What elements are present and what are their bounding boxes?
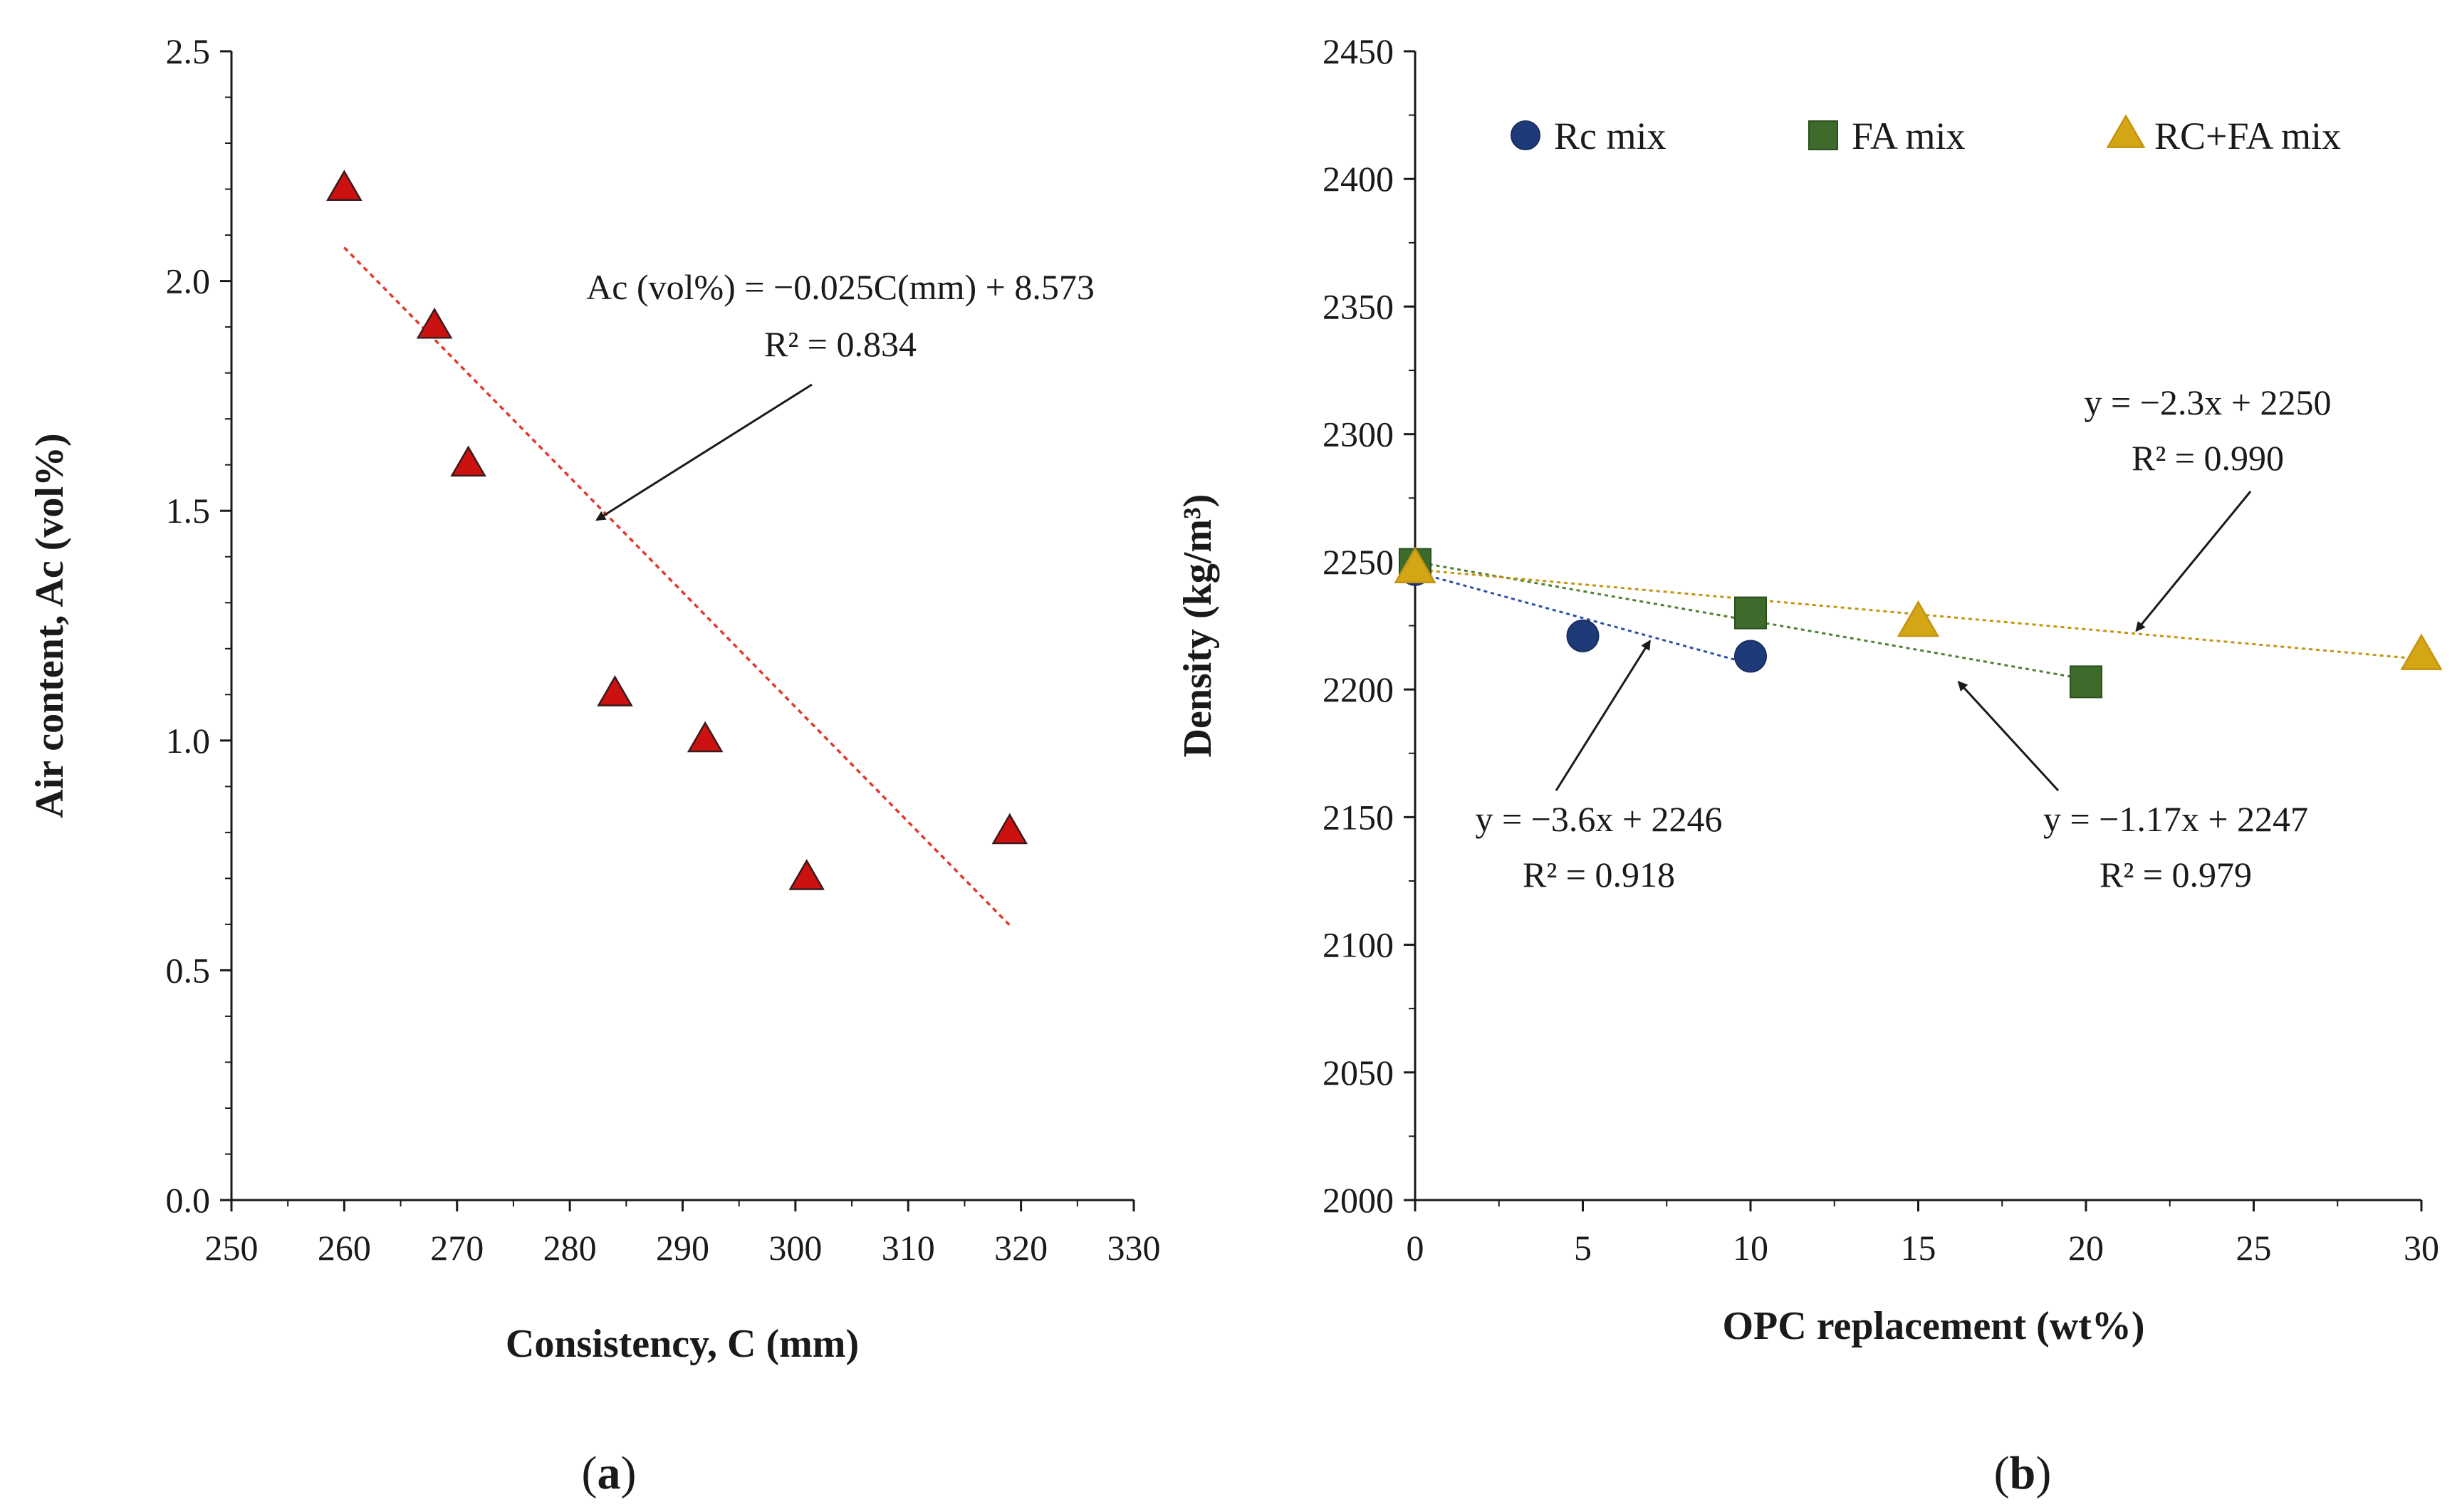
a-x-tick-label: 290	[656, 1228, 709, 1268]
b-y-tick-label: 2450	[1323, 31, 1394, 71]
b-y-tick-label: 2300	[1323, 415, 1394, 454]
a-y-tick-label: 2.0	[166, 261, 211, 301]
panel-a-trend-r2: R² = 0.834	[764, 324, 917, 364]
b-y-tick-label: 2000	[1323, 1180, 1394, 1220]
panel-a-point	[687, 721, 724, 753]
a-x-tick-label: 330	[1107, 1228, 1161, 1268]
legend-marker-rc-mix	[1511, 120, 1540, 150]
b-y-tick-label: 2250	[1323, 542, 1394, 582]
panel-b-rc-r2: R² = 0.918	[1523, 855, 1675, 895]
panel-a-air-content-chart: 0.0 0.5 1.0 1.5 2.0 2.5 250 260 270 280 290 300 310 3…	[28, 31, 1161, 1499]
panel-b-rcfa-r2: R² = 0.990	[2132, 438, 2284, 478]
panel-b-rcfa-equation: y = −2.3x + 2250	[2084, 382, 2331, 422]
panel-a-label: (a)	[582, 1447, 637, 1499]
panel-b-trendline-rc-fa-mix	[1414, 568, 2422, 660]
legend-label-rc-mix: Rc mix	[1554, 115, 1666, 157]
b-y-tick-label: 2350	[1323, 286, 1394, 326]
panel-b-data-points	[1394, 546, 2443, 699]
panel-a-point	[597, 675, 633, 707]
panel-b-density-chart: 2000205021002150220022502300235024002450…	[1176, 31, 2443, 1499]
panel-b-point-fa-mix	[2070, 665, 2102, 699]
b-x-tick-label: 15	[1901, 1228, 1936, 1268]
panel-b-fa-equation: y = −1.17x + 2247	[2043, 799, 2308, 839]
a-x-tick-label: 250	[205, 1228, 259, 1268]
b-x-tick-label: 10	[1733, 1228, 1768, 1268]
panel-a-x-axis-title: Consistency, C (mm)	[506, 1322, 859, 1366]
panel-b-point-rc-fa-mix	[2400, 633, 2443, 670]
panel-b-label: (b)	[1994, 1447, 2052, 1499]
panel-a-point	[450, 445, 486, 477]
panel-a-label-open: (	[582, 1447, 598, 1499]
legend-marker-fa-mix	[1808, 120, 1838, 150]
panel-a-point	[326, 170, 362, 201]
b-y-tick-label: 2050	[1323, 1053, 1394, 1093]
panel-a-point	[788, 859, 825, 890]
panel-b-label-close: )	[2035, 1447, 2051, 1499]
panel-b-ticks: 2000205021002150220022502300235024002450…	[1323, 31, 2439, 1268]
b-x-tick-label: 20	[2068, 1228, 2104, 1268]
panel-a-label-letter: a	[598, 1447, 621, 1499]
legend-rc-fa-mix-triangle-icon	[2106, 114, 2146, 148]
panel-b-label-open: (	[1994, 1447, 2010, 1499]
panel-a-annotation-arrow	[595, 383, 813, 521]
b-x-tick-label: 25	[2236, 1228, 2272, 1268]
panel-b-point-fa-mix	[1734, 596, 1767, 630]
panel-b-x-axis-title: OPC replacement (wt%)	[1722, 1304, 2144, 1348]
a-x-tick-label: 270	[430, 1228, 484, 1268]
a-x-tick-label: 310	[882, 1228, 935, 1268]
panel-b-trendline-rc-mix	[1414, 570, 1751, 665]
legend-label-rc-fa-mix: RC+FA mix	[2154, 115, 2341, 157]
b-x-tick-label: 30	[2404, 1228, 2439, 1268]
panel-b-fa-arrow	[1957, 680, 2060, 792]
panel-b-legend: Rc mix FA mix RC+FA mix	[1511, 114, 2341, 157]
panel-b-point-rc-fa-mix	[1394, 546, 1436, 583]
a-x-tick-label: 280	[543, 1228, 597, 1268]
legend-fa-mix-square-icon	[1808, 120, 1838, 150]
panel-b-rc-arrow	[1555, 640, 1651, 791]
panel-b-rc-equation: y = −3.6x + 2246	[1475, 799, 1722, 839]
panel-b-point-rc-mix	[1566, 619, 1600, 652]
panel-b-point-rc-mix	[1734, 640, 1767, 673]
panel-a-trendline	[343, 246, 1011, 927]
legend-marker-rc-fa-mix	[2106, 114, 2146, 148]
panel-a-ticks: 0.0 0.5 1.0 1.5 2.0 2.5 250 260 270 280 290 300 310 3…	[166, 31, 1161, 1268]
legend-rc-mix-circle-icon	[1511, 120, 1540, 150]
b-y-tick-label: 2200	[1323, 669, 1394, 709]
panel-a-point	[991, 813, 1028, 845]
legend-label-fa-mix: FA mix	[1852, 115, 1966, 157]
panel-a-trendline-group	[343, 246, 1011, 927]
b-y-tick-label: 2150	[1323, 797, 1394, 837]
b-y-tick-label: 2400	[1323, 159, 1394, 199]
panel-a-point	[416, 307, 453, 339]
panel-a-data-points	[326, 170, 1028, 890]
panel-b-trendlines	[1414, 561, 2422, 681]
a-y-tick-label: 1.5	[166, 491, 211, 531]
b-x-tick-label: 0	[1407, 1228, 1424, 1268]
panel-a-trend-equation: Ac (vol%) = −0.025C(mm) + 8.573	[586, 267, 1095, 307]
panel-b-point-rc-fa-mix	[1897, 600, 1940, 637]
panel-b-fa-r2: R² = 0.979	[2100, 855, 2252, 895]
panel-b-y-axis-title: Density (kg/m³)	[1176, 494, 1220, 758]
a-y-tick-label: 2.5	[166, 31, 211, 71]
b-x-tick-label: 5	[1574, 1228, 1592, 1268]
a-y-tick-label: 0.5	[166, 950, 211, 990]
panel-b-rcfa-arrow	[2135, 491, 2252, 632]
a-x-tick-label: 260	[318, 1228, 371, 1268]
panel-b-label-letter: b	[2010, 1447, 2036, 1499]
a-y-tick-label: 0.0	[166, 1180, 211, 1220]
panel-a-y-axis-title: Air content, Ac (vol%)	[28, 433, 72, 818]
b-y-tick-label: 2100	[1323, 925, 1394, 965]
a-x-tick-label: 300	[768, 1228, 822, 1268]
a-y-tick-label: 1.0	[166, 721, 211, 761]
a-x-tick-label: 320	[994, 1228, 1048, 1268]
panel-a-label-close: )	[621, 1447, 637, 1499]
